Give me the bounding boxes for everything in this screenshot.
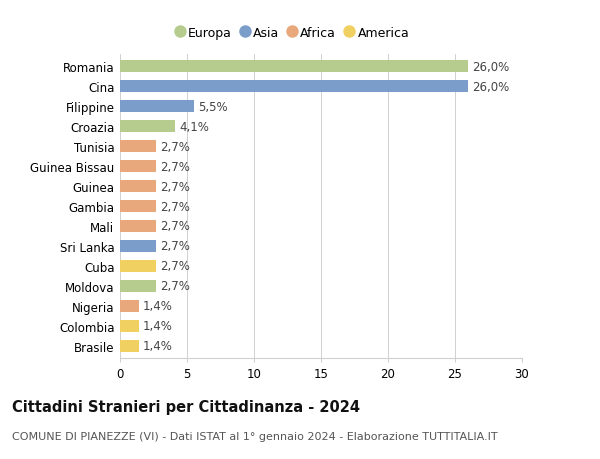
Text: 2,7%: 2,7% [160,280,190,293]
Bar [120,121,175,133]
Text: 5,5%: 5,5% [198,101,227,113]
Bar [120,280,156,292]
Text: 2,7%: 2,7% [160,220,190,233]
Text: 1,4%: 1,4% [143,340,173,353]
Text: 1,4%: 1,4% [143,300,173,313]
Bar [120,81,469,93]
Bar [120,320,139,332]
Text: 2,7%: 2,7% [160,160,190,173]
Bar [120,300,139,312]
Text: Cittadini Stranieri per Cittadinanza - 2024: Cittadini Stranieri per Cittadinanza - 2… [12,399,360,414]
Bar [120,260,156,272]
Text: 4,1%: 4,1% [179,120,209,133]
Text: 26,0%: 26,0% [472,80,509,94]
Text: COMUNE DI PIANEZZE (VI) - Dati ISTAT al 1° gennaio 2024 - Elaborazione TUTTITALI: COMUNE DI PIANEZZE (VI) - Dati ISTAT al … [12,431,497,442]
Text: 2,7%: 2,7% [160,240,190,253]
Legend: Europa, Asia, Africa, America: Europa, Asia, Africa, America [172,22,414,45]
Text: 2,7%: 2,7% [160,200,190,213]
Bar [120,220,156,232]
Text: 26,0%: 26,0% [472,61,509,73]
Bar [120,181,156,193]
Bar [120,141,156,153]
Bar [120,101,194,113]
Bar [120,161,156,173]
Text: 1,4%: 1,4% [143,319,173,333]
Text: 2,7%: 2,7% [160,140,190,153]
Bar [120,61,469,73]
Bar [120,241,156,252]
Bar [120,201,156,213]
Text: 2,7%: 2,7% [160,180,190,193]
Text: 2,7%: 2,7% [160,260,190,273]
Bar [120,340,139,352]
